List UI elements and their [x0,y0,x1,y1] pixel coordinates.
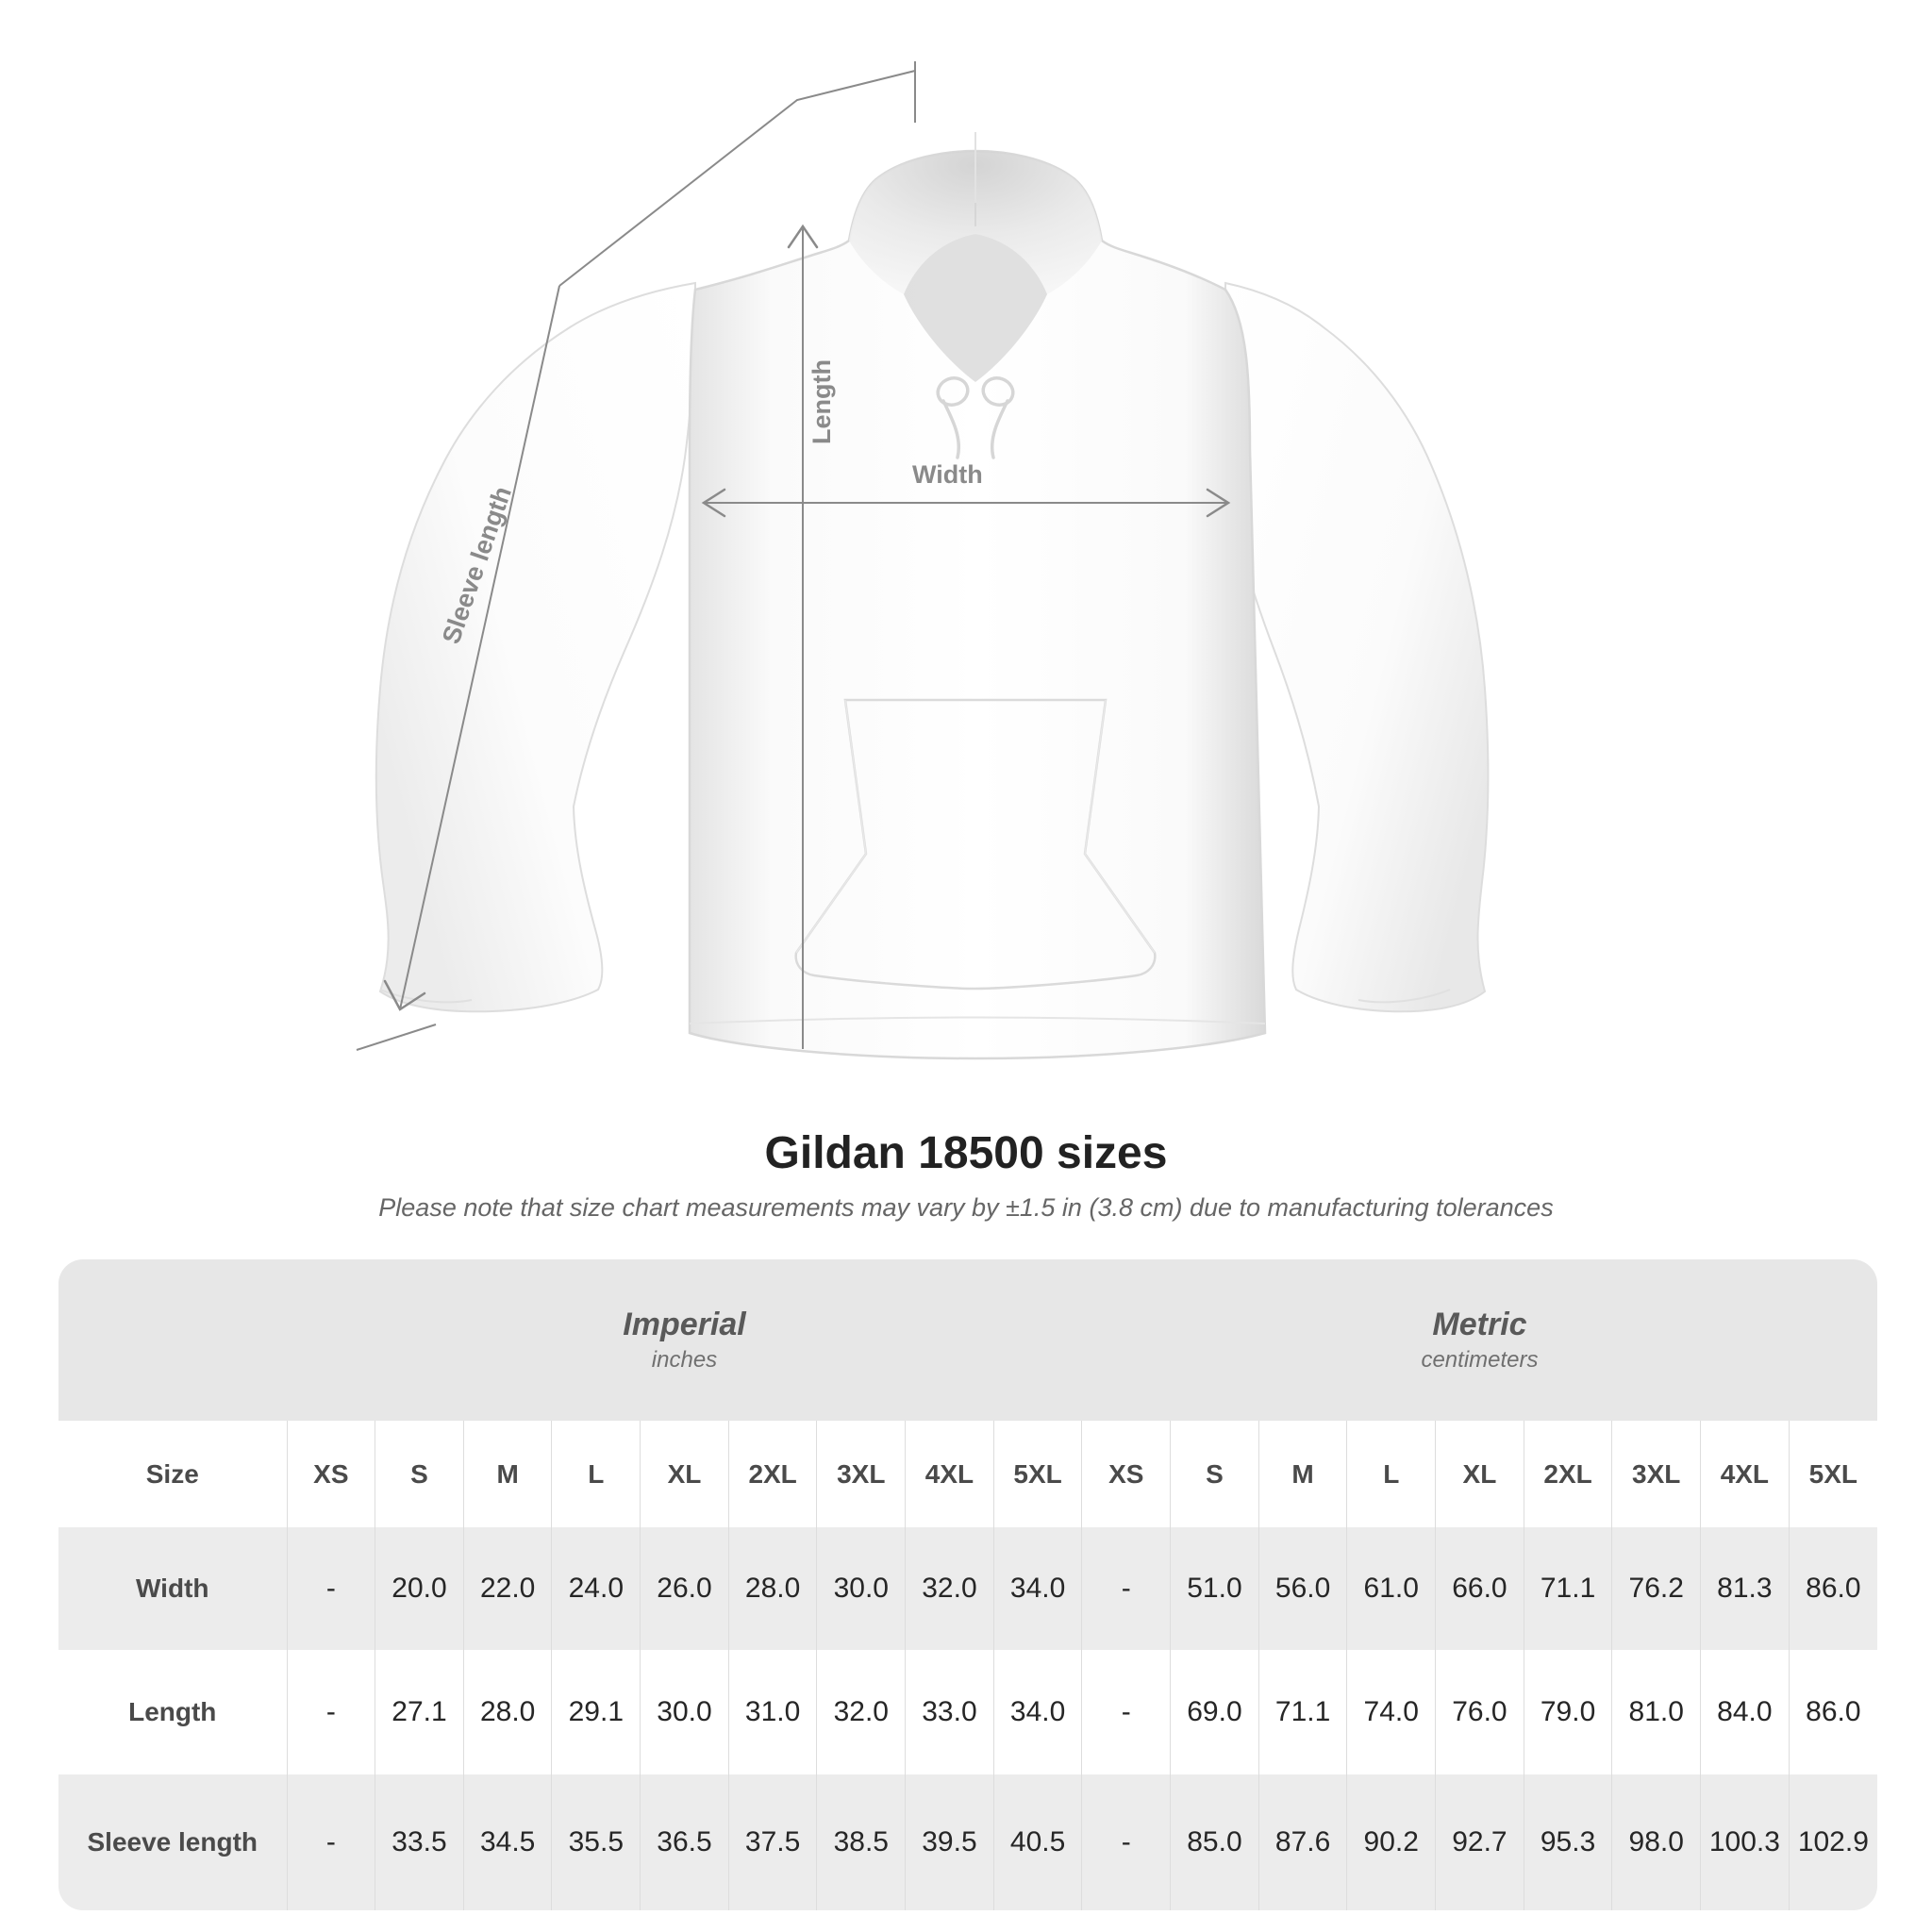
svg-text:Width: Width [912,460,983,489]
svg-text:Length: Length [808,359,836,444]
svg-text:Sleeve length: Sleeve length [437,483,517,647]
